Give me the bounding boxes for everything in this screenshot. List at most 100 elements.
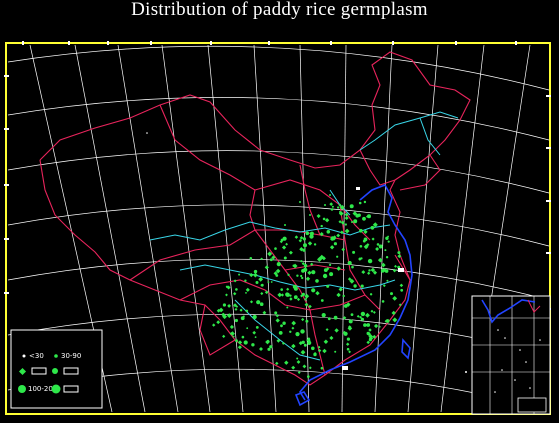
sample-point	[350, 313, 354, 316]
sample-point	[229, 324, 234, 330]
sample-point	[269, 345, 273, 349]
sample-point	[292, 284, 297, 289]
sample-point	[299, 246, 304, 252]
sample-point	[359, 245, 363, 248]
sample-point	[303, 267, 308, 272]
sample-point	[332, 235, 337, 239]
sample-point	[346, 337, 350, 341]
sample-point	[301, 262, 305, 266]
sample-point	[359, 228, 363, 233]
sample-point	[237, 345, 242, 350]
sample-point	[303, 243, 307, 248]
sample-point	[344, 223, 347, 226]
sample-point	[293, 295, 298, 300]
sample-point	[233, 292, 237, 296]
sample-point	[280, 288, 284, 291]
sample-point	[348, 350, 352, 354]
sample-point	[320, 366, 324, 370]
sample-point	[253, 272, 258, 278]
sample-point	[230, 331, 235, 337]
sample-point	[260, 257, 263, 260]
sample-point	[322, 348, 327, 354]
sample-point	[212, 323, 216, 327]
sample-point	[317, 256, 322, 262]
sample-point	[334, 328, 339, 333]
sample-point	[271, 255, 276, 260]
sample-point	[311, 288, 316, 293]
sample-point	[329, 202, 334, 206]
sample-point	[367, 271, 371, 275]
sample-point	[336, 266, 341, 271]
sample-point	[394, 264, 397, 268]
sample-point	[349, 204, 354, 209]
sample-point	[301, 340, 305, 344]
sample-point	[303, 264, 308, 268]
sample-point	[245, 309, 249, 313]
sample-point	[391, 310, 396, 316]
sample-point	[398, 303, 402, 307]
sample-point	[252, 314, 257, 320]
sample-point	[278, 331, 283, 335]
sample-point	[300, 274, 303, 278]
rivers	[149, 111, 459, 361]
sample-point	[307, 270, 312, 275]
sample-point	[382, 268, 387, 272]
sample-point	[285, 292, 290, 297]
sample-point	[329, 272, 334, 277]
province-borders	[39, 51, 471, 386]
sample-point	[322, 217, 326, 221]
sample-point	[387, 240, 390, 243]
sample-point	[363, 323, 367, 327]
sample-point	[342, 294, 345, 298]
sample-point	[361, 270, 366, 275]
sample-point	[274, 247, 277, 250]
sample-point	[305, 276, 311, 281]
sample-point	[301, 276, 304, 280]
sample-point	[291, 320, 297, 326]
sample-point	[342, 330, 347, 335]
sample-point	[329, 194, 331, 196]
sample-point	[397, 251, 401, 255]
sample-point	[329, 245, 335, 250]
sample-point	[367, 332, 371, 336]
inset-map	[471, 295, 551, 415]
sample-point	[280, 238, 284, 242]
sample-point	[292, 264, 295, 267]
sample-point	[338, 287, 343, 292]
sample-point	[305, 231, 310, 236]
sample-point	[308, 304, 312, 309]
sample-point	[353, 284, 357, 288]
legend-swatch-1	[31, 367, 47, 375]
sample-point	[339, 211, 341, 213]
legend-label-2: 30-90	[61, 352, 81, 360]
sample-point	[336, 255, 339, 258]
sample-point	[315, 291, 320, 296]
sample-point	[296, 274, 299, 277]
sample-point	[225, 293, 228, 297]
sample-point	[288, 250, 293, 255]
sample-point	[291, 343, 296, 349]
sample-point	[313, 352, 317, 357]
sample-point	[260, 292, 264, 296]
sample-point	[300, 260, 303, 263]
sample-point	[281, 245, 287, 250]
sample-point	[295, 332, 300, 337]
sample-point	[216, 320, 221, 325]
sample-point	[307, 375, 310, 378]
sample-point	[386, 279, 389, 282]
sample-point	[264, 265, 269, 270]
sample-point	[344, 212, 349, 217]
sample-point	[264, 290, 269, 295]
sample-point	[311, 270, 316, 275]
sample-point	[222, 303, 226, 307]
sample-point	[300, 349, 306, 355]
sample-point	[336, 292, 341, 298]
sample-point	[287, 273, 290, 277]
sample-point	[366, 243, 370, 247]
coastline	[294, 184, 413, 407]
sample-point	[333, 242, 337, 246]
map-frame	[5, 42, 551, 415]
sample-point	[399, 283, 404, 288]
sample-point	[372, 311, 376, 314]
sample-point	[365, 312, 370, 318]
